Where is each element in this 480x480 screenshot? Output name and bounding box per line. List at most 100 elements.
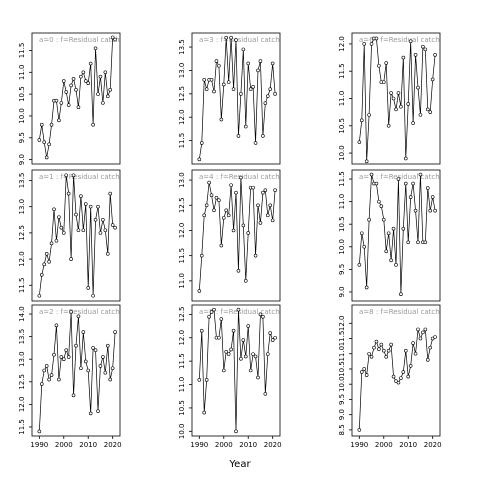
panel-frame xyxy=(351,169,441,302)
data-point xyxy=(372,345,376,350)
data-point xyxy=(93,217,98,222)
data-point xyxy=(39,272,44,277)
data-point xyxy=(396,177,401,181)
data-point xyxy=(91,293,95,298)
data-point xyxy=(49,241,54,246)
data-point xyxy=(234,190,238,195)
data-point xyxy=(101,355,105,359)
data-point xyxy=(261,314,265,319)
data-point xyxy=(57,118,61,123)
series-line xyxy=(38,175,116,296)
data-point xyxy=(226,80,231,84)
data-point xyxy=(74,212,78,217)
y-tick-label: 9.0 xyxy=(338,409,346,420)
data-point xyxy=(42,368,47,373)
data-point xyxy=(88,204,93,209)
y-tick-label: 8.5 xyxy=(338,424,346,435)
data-point xyxy=(212,89,216,94)
data-point xyxy=(265,94,270,98)
y-tick-label: 11.0 xyxy=(338,346,346,362)
y-tick-label: 9.5 xyxy=(338,264,346,275)
data-point xyxy=(241,338,246,342)
data-point xyxy=(403,156,408,161)
data-point xyxy=(234,38,238,42)
data-point xyxy=(270,61,275,66)
y-tick-label: 13.0 xyxy=(18,351,26,367)
data-point xyxy=(251,185,255,190)
panel-title: a=8 : f=Residual catch xyxy=(359,308,440,316)
data-point xyxy=(47,259,51,264)
y-tick-label: 11.5 xyxy=(338,331,346,347)
data-point xyxy=(96,409,100,413)
data-point xyxy=(71,393,76,398)
data-point xyxy=(399,292,403,297)
data-point xyxy=(37,293,42,298)
data-point xyxy=(423,327,428,332)
data-point xyxy=(362,42,367,46)
data-point xyxy=(251,352,255,356)
y-tick-label: 14.0 xyxy=(18,306,26,322)
x-tick-label: 2000 xyxy=(375,441,393,449)
data-point xyxy=(246,324,251,328)
data-point xyxy=(399,104,403,109)
data-point xyxy=(416,85,420,90)
data-point xyxy=(270,338,275,342)
series-line xyxy=(38,311,116,432)
data-point xyxy=(273,188,277,192)
data-point xyxy=(44,252,49,256)
data-point xyxy=(221,368,226,373)
data-point xyxy=(261,190,265,195)
data-point xyxy=(391,226,396,231)
data-point xyxy=(231,228,236,233)
data-point xyxy=(243,279,248,283)
data-point xyxy=(221,216,226,220)
panel-frame xyxy=(191,169,281,302)
data-point xyxy=(47,142,51,147)
data-point xyxy=(86,368,91,373)
data-point xyxy=(258,59,263,63)
data-point xyxy=(42,140,47,144)
data-point xyxy=(217,335,221,340)
data-point xyxy=(231,87,236,91)
panel-title: a=3 : f=Residual catch xyxy=(199,36,280,44)
y-tick-label: 12.0 xyxy=(18,251,26,267)
data-point xyxy=(103,70,108,75)
data-point xyxy=(423,47,428,52)
data-point xyxy=(246,61,251,66)
data-point xyxy=(428,110,433,114)
data-point xyxy=(408,195,413,199)
data-point xyxy=(411,121,415,125)
x-tick-label: 2010 xyxy=(399,441,417,449)
data-point xyxy=(246,231,251,235)
y-tick-label: 9.5 xyxy=(338,394,346,405)
data-point xyxy=(86,286,91,290)
data-point xyxy=(221,82,226,87)
data-point xyxy=(391,374,396,379)
series-line xyxy=(38,36,116,158)
data-point xyxy=(64,173,69,178)
y-tick-label: 13.0 xyxy=(178,63,186,79)
data-point xyxy=(425,186,430,190)
data-point xyxy=(421,330,425,335)
data-point xyxy=(229,183,233,187)
data-point xyxy=(408,39,413,43)
data-point xyxy=(105,252,110,256)
data-point xyxy=(105,94,110,99)
data-point xyxy=(253,141,258,145)
y-tick-label: 13.5 xyxy=(178,39,186,55)
y-tick-label: 11.5 xyxy=(178,133,186,149)
data-point xyxy=(268,87,273,91)
data-point xyxy=(88,61,93,66)
x-tick-label: 2020 xyxy=(424,441,442,449)
x-tick-label: 1990 xyxy=(190,441,208,449)
y-tick-label: 12.5 xyxy=(18,225,26,241)
data-point xyxy=(54,238,59,243)
panel-frame xyxy=(191,304,281,437)
data-point xyxy=(406,240,411,245)
data-point xyxy=(44,364,49,368)
data-point xyxy=(251,85,255,89)
data-point xyxy=(76,105,81,110)
panel-title: a=0 : f=Residual catch xyxy=(39,36,120,44)
data-point xyxy=(79,74,83,79)
